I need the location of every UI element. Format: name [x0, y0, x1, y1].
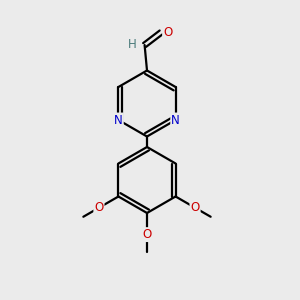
Text: N: N	[171, 113, 180, 127]
Text: O: O	[190, 201, 200, 214]
Text: O: O	[142, 228, 152, 241]
Text: O: O	[94, 201, 104, 214]
Text: O: O	[163, 26, 172, 39]
Text: H: H	[128, 38, 136, 52]
Text: N: N	[114, 113, 123, 127]
